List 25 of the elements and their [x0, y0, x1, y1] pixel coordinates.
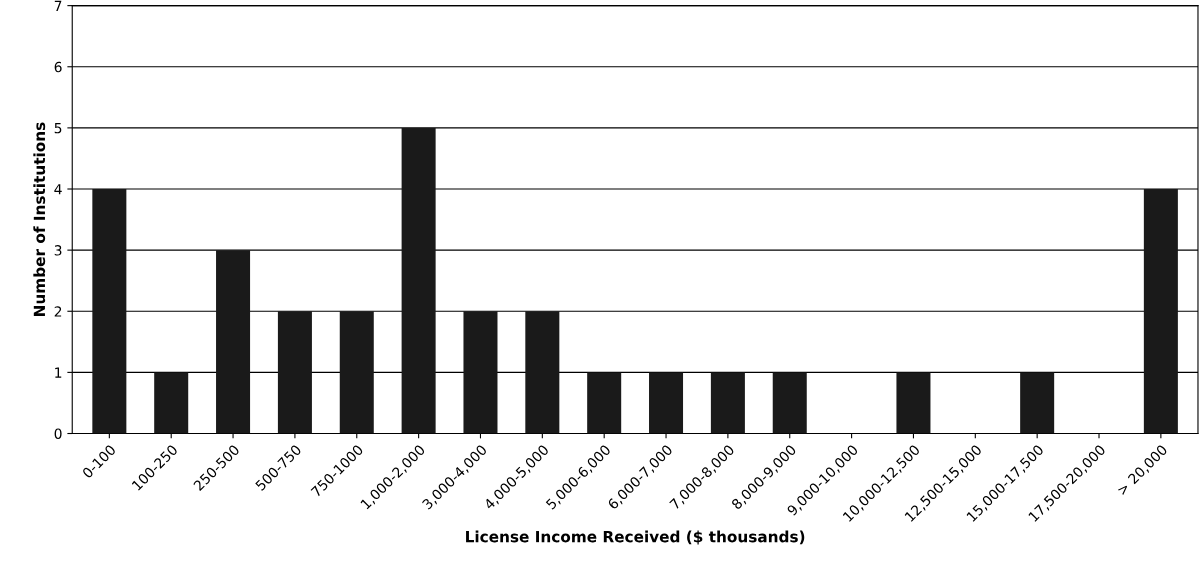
bar: [277, 311, 312, 434]
y-tick-label: 5: [54, 123, 62, 134]
bar: [896, 372, 931, 434]
bar: [339, 311, 374, 434]
bar: [710, 372, 745, 434]
y-tick-label: 7: [54, 0, 62, 11]
bar: [525, 311, 560, 434]
bar: [92, 189, 127, 434]
bar: [649, 372, 684, 434]
y-tick-label: 1: [55, 367, 62, 378]
bar: [463, 311, 498, 434]
bar: [587, 372, 622, 434]
bar: [216, 250, 251, 434]
bar: [772, 372, 807, 434]
y-tick-label: 0: [54, 428, 62, 439]
y-axis-title: Number of Institutions: [33, 122, 46, 316]
bar: [154, 372, 189, 434]
bar: [1143, 189, 1178, 434]
bar: [401, 127, 436, 434]
y-tick-label: 3: [54, 245, 62, 256]
y-tick-label: 2: [54, 306, 62, 317]
y-tick-label: 6: [54, 61, 62, 73]
y-tick-label: 4: [54, 184, 62, 195]
x-axis-title: License Income Received ($ thousands): [466, 530, 805, 545]
bar: [1020, 372, 1055, 434]
